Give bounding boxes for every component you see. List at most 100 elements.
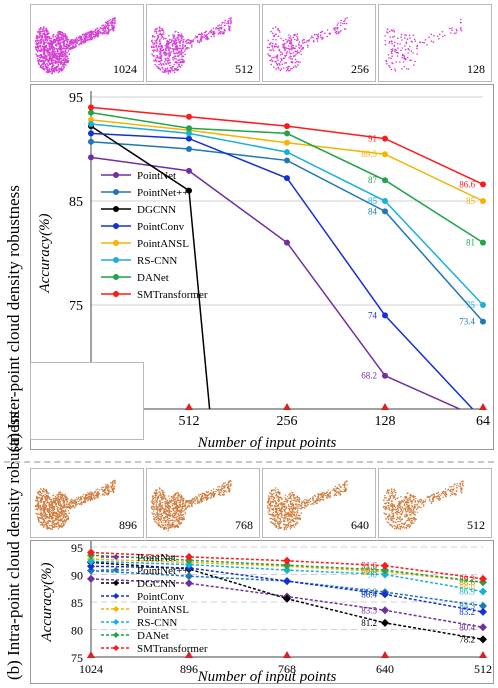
cloud-point [53,524,54,525]
cloud-point [402,54,404,56]
cloud-point [159,34,161,36]
data-point [284,157,290,163]
cloud-point [403,61,405,63]
cloud-point [174,517,175,518]
cloud-point [405,509,406,510]
cloud-point [182,36,184,38]
cloud-point [292,513,293,514]
cloud-point [411,51,413,53]
cloud-point [275,55,277,57]
cloud-point [102,30,104,32]
x-tick-label: 128 [375,414,396,429]
cloud-point [180,522,181,523]
cloud-point [388,65,390,67]
cloud-point [43,519,44,520]
cloud-point [154,497,155,498]
cloud-point [38,518,39,519]
cloud-point [165,59,167,61]
cloud-point [460,19,462,21]
data-point [382,198,388,204]
cloud-point [277,489,278,490]
cloud-point [287,527,288,528]
cloud-point [172,45,174,47]
cloud-point [60,516,61,517]
cloud-point [58,503,59,504]
cloud-point [47,510,48,511]
cloud-point [159,26,161,28]
cloud-point [51,512,52,513]
cloud-point [279,503,280,504]
cloud-point [56,526,57,527]
cloud-point [407,57,409,59]
cloud-point [409,527,410,528]
cloud-point [337,22,339,24]
cloud-point [55,39,57,41]
cloud-point [160,493,161,494]
data-point [382,373,388,379]
cloud-point [339,486,340,487]
cloud-point [61,67,63,69]
cloud-point [50,68,52,70]
cloud-point [51,58,53,60]
thumb-b-1 [30,362,144,440]
cloud-point [59,499,60,500]
cloud-point [166,41,168,43]
cloud-point [297,37,299,39]
cloud-point [388,513,389,514]
cloud-point [215,28,217,30]
cloud-point [276,527,277,528]
cloud-point [108,30,110,32]
cloud-point [78,37,80,39]
cloud-point [64,522,65,523]
cloud-point [280,51,282,53]
cloud-point [67,41,69,43]
cloud-point [47,51,49,53]
cloud-point [69,503,70,504]
cloud-point [161,64,163,66]
cloud-point [73,506,74,507]
cloud-point [179,51,181,53]
cloud-point [454,484,455,485]
cloud-point [427,496,428,497]
cloud-point [185,502,186,503]
cloud-point [423,506,424,507]
cloud-point [156,48,158,50]
cloud-point [165,500,166,501]
cloud-point [74,39,76,41]
data-point [186,125,192,131]
cloud-point [74,500,75,501]
cloud-point [337,487,338,488]
cloud-point [153,504,154,505]
cloud-point [395,494,396,495]
cloud-point [52,511,53,512]
cloud-point [389,41,391,43]
cloud-point [44,507,45,508]
cloud-point [272,39,274,41]
cloud-point [270,498,271,499]
cloud-point [155,29,157,31]
cloud-point [84,35,86,37]
cloud-point [221,31,223,33]
cloud-point [53,65,55,67]
cloud-point [277,508,278,509]
cloud-point [274,520,275,521]
cloud-point [268,495,269,496]
cloud-point [425,499,426,500]
cloud-point [439,34,441,36]
cloud-point [165,505,166,506]
cloud-point [174,515,175,516]
cloud-point [39,45,41,47]
cloud-point [166,511,167,512]
cloud-point [280,520,281,521]
cloud-point [320,36,322,38]
cloud-point [274,518,275,519]
cloud-point [405,516,406,517]
cloud-point [211,494,212,495]
cloud-point [104,26,106,28]
cloud-point [184,506,185,507]
cloud-point [407,510,408,511]
cloud-point [79,499,80,500]
cloud-point [181,39,183,41]
cloud-point [106,33,108,35]
cloud-point [45,518,46,519]
